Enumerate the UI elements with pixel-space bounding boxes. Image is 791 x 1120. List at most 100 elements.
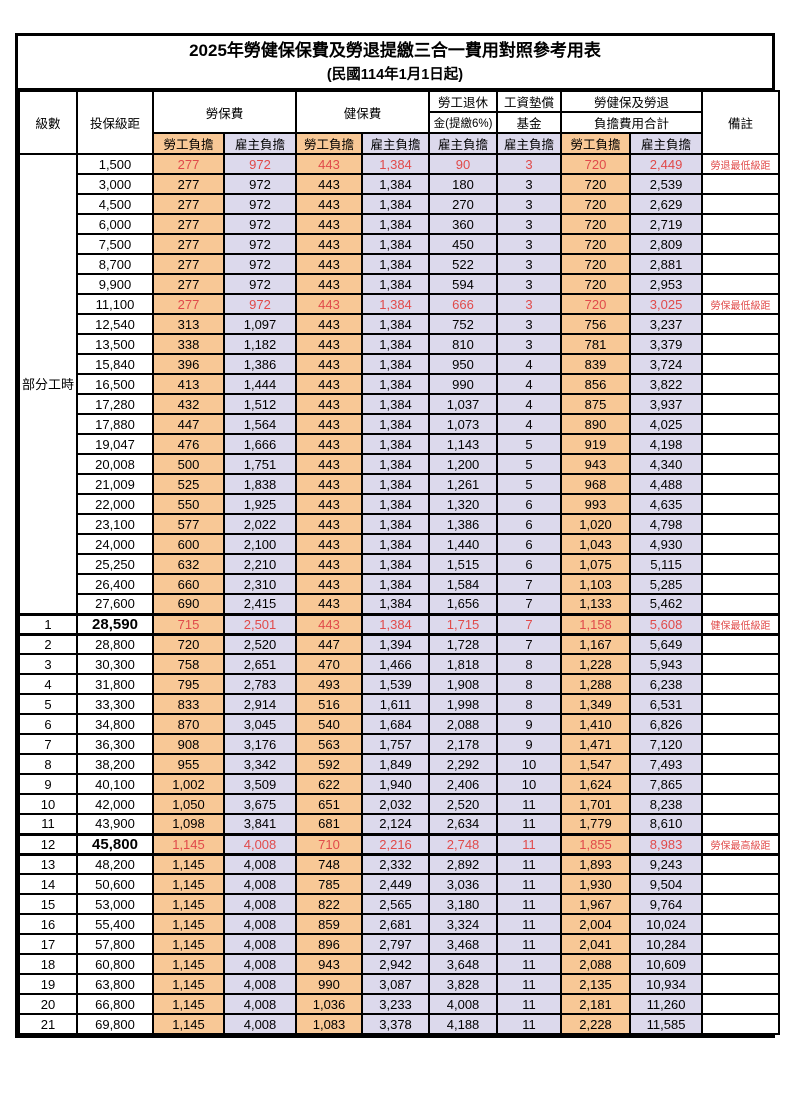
cell-total-employer: 2,881 <box>629 253 704 275</box>
cell-pension-employer: 594 <box>428 273 499 295</box>
cell-health-employer: 1,684 <box>361 713 431 735</box>
table-row: 11 43,900 1,098 3,841 681 2,124 2,634 11 1,779 8,… <box>18 813 781 835</box>
cell-health-employee: 651 <box>295 793 364 815</box>
cell-total-employer: 6,238 <box>629 673 704 695</box>
cell-wage-fund-employer: 3 <box>496 293 563 315</box>
cell-pension-employer: 2,406 <box>428 773 499 795</box>
header-row-3: 勞工負擔 雇主負擔 勞工負擔 雇主負擔 雇主負擔 雇主負擔 勞工負擔 雇主負擔 <box>19 132 779 155</box>
cell-labor-employee: 277 <box>152 213 225 235</box>
cell-labor-employer: 3,342 <box>222 753 298 775</box>
table-title: 2025年勞健保保費及勞退提繳三合一費用對照參考用表 <box>189 41 601 60</box>
cell-labor-employee: 1,145 <box>152 873 225 895</box>
cell-level: 8 <box>18 753 78 775</box>
cell-labor-employee: 908 <box>152 733 225 755</box>
cell-pension-employer: 1,386 <box>428 513 499 535</box>
table-row: 20 66,800 1,145 4,008 1,036 3,233 4,008 11 2,181… <box>18 993 781 1015</box>
table-row: 19,047 476 1,666 443 1,384 1,143 5 919 4,198 <box>19 433 781 455</box>
cell-health-employer: 1,466 <box>361 653 431 675</box>
cell-remark <box>701 393 781 415</box>
cell-health-employee: 443 <box>295 413 364 435</box>
cell-remark <box>701 453 781 475</box>
cell-health-employee: 785 <box>295 873 364 895</box>
cell-total-employer: 7,493 <box>629 753 704 775</box>
cell-pension-employer: 810 <box>428 333 499 355</box>
cell-health-employer: 1,384 <box>361 393 431 415</box>
cell-total-employer: 10,609 <box>629 953 704 975</box>
cell-wage-fund-employer: 6 <box>496 553 563 575</box>
cell-labor-employer: 2,783 <box>222 673 298 695</box>
cell-pension-employer: 752 <box>428 313 499 335</box>
cell-wage-fund-employer: 7 <box>496 632 563 655</box>
cell-wage-fund-employer: 11 <box>496 973 563 995</box>
cell-health-employee: 443 <box>295 233 364 255</box>
cell-total-employee: 890 <box>560 413 632 435</box>
cell-labor-employee: 955 <box>152 753 225 775</box>
cell-total-employee: 720 <box>560 233 632 255</box>
cell-total-employee: 1,967 <box>560 893 632 915</box>
cell-total-employer: 4,930 <box>629 533 704 555</box>
cell-labor-employee: 277 <box>152 153 225 175</box>
cell-labor-employee: 1,098 <box>152 813 225 835</box>
cell-labor-employer: 3,045 <box>222 713 298 735</box>
cell-health-employee: 493 <box>295 673 364 695</box>
cell-remark <box>701 433 781 455</box>
cell-health-employer: 1,384 <box>361 293 431 315</box>
cell-pension-employer: 360 <box>428 213 499 235</box>
cell-total-employee: 720 <box>560 153 632 175</box>
cell-labor-employer: 3,675 <box>222 793 298 815</box>
cell-wage-fund-employer: 8 <box>496 693 563 715</box>
cell-health-employee: 443 <box>295 553 364 575</box>
cell-total-employer: 2,809 <box>629 233 704 255</box>
cell-remark <box>701 813 781 835</box>
cell-total-employer: 5,943 <box>629 653 704 675</box>
table-row: 3,000 277 972 443 1,384 180 3 720 2,539 <box>19 173 781 195</box>
cell-total-employer: 4,340 <box>629 453 704 475</box>
cell-labor-employer: 4,008 <box>222 913 298 935</box>
table-row: 25,250 632 2,210 443 1,384 1,515 6 1,075 5,115 <box>19 553 781 575</box>
cell-total-employee: 720 <box>560 213 632 235</box>
cell-total-employer: 6,531 <box>629 693 704 715</box>
cell-health-employer: 3,378 <box>361 1013 431 1035</box>
cell-labor-employer: 2,210 <box>222 553 298 575</box>
cell-health-employee: 443 <box>295 453 364 475</box>
cell-health-employee: 447 <box>295 632 364 655</box>
cell-total-employee: 756 <box>560 313 632 335</box>
cell-total-employer: 2,953 <box>629 273 704 295</box>
subheader-labor-employer: 雇主負擔 <box>222 132 298 155</box>
cell-wage-fund-employer: 4 <box>496 353 563 375</box>
cell-wage-fund-employer: 3 <box>496 273 563 295</box>
cell-health-employer: 3,087 <box>361 973 431 995</box>
cell-health-employee: 443 <box>295 153 364 175</box>
cell-total-employer: 9,243 <box>629 852 704 875</box>
cell-level: 6 <box>18 713 78 735</box>
cell-remark <box>701 632 781 655</box>
cell-pension-employer: 2,292 <box>428 753 499 775</box>
cell-total-employee: 720 <box>560 273 632 295</box>
cell-total-employer: 4,798 <box>629 513 704 535</box>
cell-wage-fund-employer: 10 <box>496 773 563 795</box>
table-row: 16,500 413 1,444 443 1,384 990 4 856 3,822 <box>19 373 781 395</box>
cell-bracket: 38,200 <box>76 753 154 775</box>
cell-level: 1 <box>18 612 78 635</box>
cell-health-employer: 1,384 <box>361 593 431 615</box>
table-row: 2 28,800 720 2,520 447 1,394 1,728 7 1,167 5,649 <box>18 632 781 655</box>
cell-labor-employer: 2,310 <box>222 573 298 595</box>
cell-total-employee: 1,288 <box>560 673 632 695</box>
table-row: 6,000 277 972 443 1,384 360 3 720 2,719 <box>19 213 781 235</box>
cell-remark: 勞保最低級距 <box>701 293 781 315</box>
cell-total-employee: 943 <box>560 453 632 475</box>
cell-labor-employer: 2,022 <box>222 513 298 535</box>
cell-total-employer: 2,449 <box>629 153 704 175</box>
cell-bracket: 42,000 <box>76 793 154 815</box>
cell-remark <box>701 753 781 775</box>
cell-total-employer: 7,865 <box>629 773 704 795</box>
cell-pension-employer: 3,324 <box>428 913 499 935</box>
cell-health-employee: 1,036 <box>295 993 364 1015</box>
cell-labor-employee: 1,145 <box>152 852 225 875</box>
cell-bracket: 30,300 <box>76 653 154 675</box>
cell-remark <box>701 793 781 815</box>
cell-wage-fund-employer: 3 <box>496 253 563 275</box>
header-row-1: 級數 投保級距 勞保費 健保費 勞工退休 工資墊償 勞健保及勞退 備註 <box>18 90 781 155</box>
cell-labor-employee: 277 <box>152 293 225 315</box>
table-row: 18 60,800 1,145 4,008 943 2,942 3,648 11 2,088 10… <box>18 953 781 975</box>
